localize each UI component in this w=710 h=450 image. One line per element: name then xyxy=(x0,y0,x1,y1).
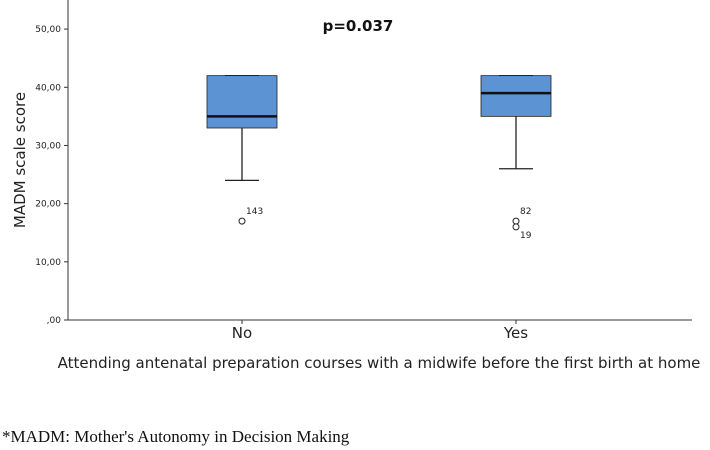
x-category-label: No xyxy=(232,324,252,342)
outlier-point xyxy=(512,223,520,231)
y-tick-label: 40,00 xyxy=(35,83,61,93)
box-yes: 82 19 xyxy=(480,74,552,241)
iqr-box xyxy=(206,75,278,129)
iqr-box xyxy=(480,75,552,117)
y-tick-label: ,00 xyxy=(47,316,62,326)
outlier-point xyxy=(512,217,520,225)
y-tick-label: 30,00 xyxy=(35,141,61,151)
box-no: 143 xyxy=(206,74,278,225)
y-axis-title: MADM scale score xyxy=(11,92,29,228)
x-category-label: Yes xyxy=(503,324,528,342)
y-tick-label: 20,00 xyxy=(35,200,61,210)
p-value-annotation: p=0.037 xyxy=(323,17,394,35)
outlier-label: 143 xyxy=(246,207,263,217)
axes: ,00 10,00 20,00 30,00 40,00 50,00 No Yes xyxy=(35,0,692,342)
outlier-label: 82 xyxy=(520,207,531,217)
footnote: *MADM: Mother's Autonomy in Decision Mak… xyxy=(2,427,350,446)
y-tick-label: 50,00 xyxy=(35,25,61,35)
x-axis-title: Attending antenatal preparation courses … xyxy=(58,354,701,372)
outlier-label: 19 xyxy=(520,231,532,241)
outlier-point xyxy=(238,217,246,225)
boxes: 143 82 19 xyxy=(206,74,552,241)
y-tick-label: 10,00 xyxy=(35,258,61,268)
